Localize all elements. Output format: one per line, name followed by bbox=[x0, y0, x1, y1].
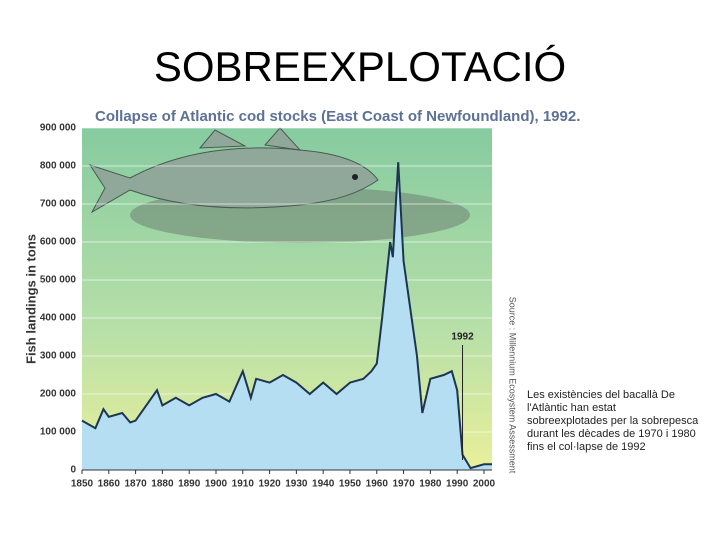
x-tick-label: 1920 bbox=[258, 479, 281, 490]
x-tick-label: 1930 bbox=[285, 479, 308, 490]
x-tick-label: 1990 bbox=[446, 479, 469, 490]
caption-line: Les existències del bacallà De bbox=[527, 389, 675, 401]
x-tick-label: 1850 bbox=[71, 479, 94, 490]
y-tick-label: 600 000 bbox=[40, 237, 77, 248]
x-tick-label: 1900 bbox=[205, 479, 228, 490]
x-tick-label: 1860 bbox=[98, 479, 121, 490]
slide-title: SOBREEXPLOTACIÓ bbox=[154, 43, 566, 90]
line bbox=[81, 162, 492, 470]
annotation: 1992 bbox=[451, 332, 474, 343]
x-tick-label: 1970 bbox=[392, 479, 415, 490]
caption-line: sobreexplotades per la sobrepesca bbox=[527, 415, 699, 427]
caption: Les existències del bacallà Del'Atlàntic… bbox=[527, 389, 699, 453]
x-tick-label: 1980 bbox=[419, 479, 442, 490]
y-tick-label: 700 000 bbox=[40, 199, 77, 210]
y-tick-label: 900 000 bbox=[40, 123, 77, 134]
x-tick-label: 1870 bbox=[124, 479, 147, 490]
x-tick-label: 1960 bbox=[366, 479, 389, 490]
area bbox=[82, 162, 492, 470]
chart-title: Collapse of Atlantic cod stocks (East Co… bbox=[95, 108, 580, 125]
y-tick-label: 0 bbox=[70, 465, 76, 476]
x-tick-label: 1950 bbox=[339, 479, 362, 490]
x-tick-label: 1880 bbox=[151, 479, 174, 490]
caption-line: durant les dècades de 1970 i 1980 bbox=[527, 428, 696, 440]
fish-illustration bbox=[88, 127, 470, 243]
caption-line: fins el col·lapse de 1992 bbox=[527, 441, 646, 453]
x-tick-label: 1890 bbox=[178, 479, 201, 490]
y-tick-label: 800 000 bbox=[40, 161, 77, 172]
y-tick-label: 200 000 bbox=[40, 389, 77, 400]
x-tick-label: 2000 bbox=[473, 479, 496, 490]
caption-line: l'Atlàntic han estat bbox=[527, 402, 616, 414]
y-tick-label: 500 000 bbox=[40, 275, 77, 286]
y-axis-label: Fish landings in tons bbox=[23, 234, 38, 364]
x-tick-label: 1940 bbox=[312, 479, 335, 490]
y-tick-label: 300 000 bbox=[40, 351, 77, 362]
source-note: Source : Millennium Ecosystem Assessment bbox=[508, 297, 518, 474]
x-tick-label: 1910 bbox=[232, 479, 255, 490]
y-tick-label: 100 000 bbox=[40, 427, 77, 438]
y-tick-label: 400 000 bbox=[40, 313, 77, 324]
